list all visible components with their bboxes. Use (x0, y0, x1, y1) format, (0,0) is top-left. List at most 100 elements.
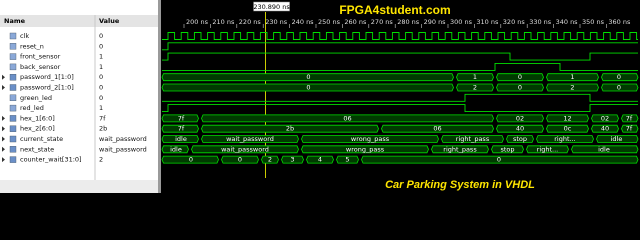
digital-wave (162, 42, 638, 51)
bus-value-label: 0 (617, 73, 621, 81)
bus-segment (221, 155, 259, 164)
bus-segment (496, 83, 544, 92)
expand-arrow (2, 115, 5, 121)
cursor-label: 230.890 ns (253, 3, 290, 11)
signal-name: clk (20, 32, 29, 40)
tick-label: 290 ns (424, 18, 447, 26)
tick-label: 240 ns (292, 18, 315, 26)
signal-value: 0 (99, 42, 103, 50)
digital-wave (162, 62, 638, 71)
signal-name: password_2[1:0] (20, 84, 74, 92)
bus-segment (546, 114, 589, 123)
signal-value: 1 (99, 104, 103, 112)
tick-label: 270 ns (371, 18, 394, 26)
signal-name: front_sensor (20, 53, 61, 61)
bus-value-label: stop (513, 135, 527, 143)
bus-segment (161, 73, 454, 82)
bus-segment (546, 83, 599, 92)
bus-segment (456, 73, 494, 82)
signal-icon (9, 73, 17, 81)
bus-value-label: right_pass (456, 135, 490, 143)
bus-segment (431, 145, 489, 154)
expand-arrow (2, 85, 5, 90)
caption-watermark: Car Parking System in VHDL (385, 179, 535, 191)
tick-label: 280 ns (397, 18, 420, 26)
bus-value-label: idle (611, 135, 623, 143)
bus-segment (601, 73, 639, 82)
bus-segment (161, 145, 189, 154)
bus-value-label: wrong_pass (351, 135, 390, 143)
bus-value-label: 02 (516, 114, 524, 122)
scrollbar[interactable] (0, 180, 158, 193)
signal-name: back_sensor (20, 63, 61, 71)
signal-icon (9, 115, 17, 122)
signal-panel (0, 0, 158, 193)
bus-value-label: 0 (238, 156, 242, 164)
bus-segment (536, 135, 594, 143)
bus-segment (496, 73, 544, 82)
tick-label: 230 ns (265, 18, 288, 26)
tick-label: 210 ns (212, 18, 235, 26)
bus-value-label: 7f (178, 125, 185, 133)
bus-value-label: 2 (473, 84, 477, 92)
bus-segment (191, 145, 299, 154)
bus-value-label: wait_password (226, 135, 274, 143)
wave-area (161, 0, 640, 193)
signal-name: reset_n (20, 42, 44, 50)
tick-label: 350 ns (582, 18, 605, 26)
signal-icon (9, 63, 17, 71)
bus-value-label: 12 (563, 114, 571, 122)
bus-segment (546, 73, 599, 82)
digital-wave (162, 93, 638, 102)
bus-value-label: right_pass (443, 145, 477, 153)
bus-segment (596, 135, 639, 143)
bus-segment (491, 145, 524, 154)
digital-wave (162, 104, 638, 113)
bus-segment (161, 135, 199, 143)
splitter[interactable] (158, 0, 161, 193)
bus-value-label: idle (175, 135, 187, 143)
signal-icon (9, 94, 17, 102)
bus-segment (506, 135, 534, 143)
expand-arrow (2, 157, 5, 163)
bus-value-label: 1 (473, 73, 477, 81)
bus-value-label: 0 (306, 73, 310, 81)
bus-segment (361, 155, 639, 164)
bus-value-label: 06 (433, 125, 441, 133)
bus-segment (336, 155, 359, 164)
bus-segment (201, 124, 379, 133)
bus-value-label: 2 (570, 84, 574, 92)
signal-icon (9, 53, 17, 60)
tick-label: 360 ns (608, 18, 631, 26)
bus-segment (161, 155, 219, 164)
tick-label: 310 ns (476, 18, 499, 26)
bus-segment (571, 145, 639, 154)
bus-value-label: right... (537, 145, 558, 153)
bus-value-label: 5 (345, 156, 349, 164)
bus-segment (281, 155, 304, 164)
expand-arrow (2, 136, 5, 142)
tick-label: 260 ns (344, 18, 367, 26)
signal-name: password_1[1:0] (20, 73, 74, 81)
value-header: Value (99, 17, 120, 25)
bus-value-label: 0 (518, 73, 522, 81)
bus-segment (621, 114, 639, 123)
expand-arrow (2, 146, 5, 152)
cursor-label-box (253, 1, 290, 12)
signal-value: wait_password (99, 135, 147, 143)
bus-value-label: 0 (306, 84, 310, 92)
bus-segment (496, 114, 544, 123)
signal-icon (9, 84, 17, 91)
signal-icon (9, 104, 17, 112)
signal-icon (9, 135, 17, 143)
bus-value-label: 0 (518, 84, 522, 92)
signal-name: green_led (20, 94, 52, 102)
digital-wave (162, 32, 638, 40)
bus-segment (201, 114, 494, 123)
signal-value: 0 (99, 84, 103, 92)
bus-segment (261, 155, 279, 164)
signal-value: wait_password (99, 145, 147, 153)
bus-value-label: 06 (343, 114, 351, 122)
panel-header (0, 15, 158, 27)
bus-segment (526, 145, 569, 154)
